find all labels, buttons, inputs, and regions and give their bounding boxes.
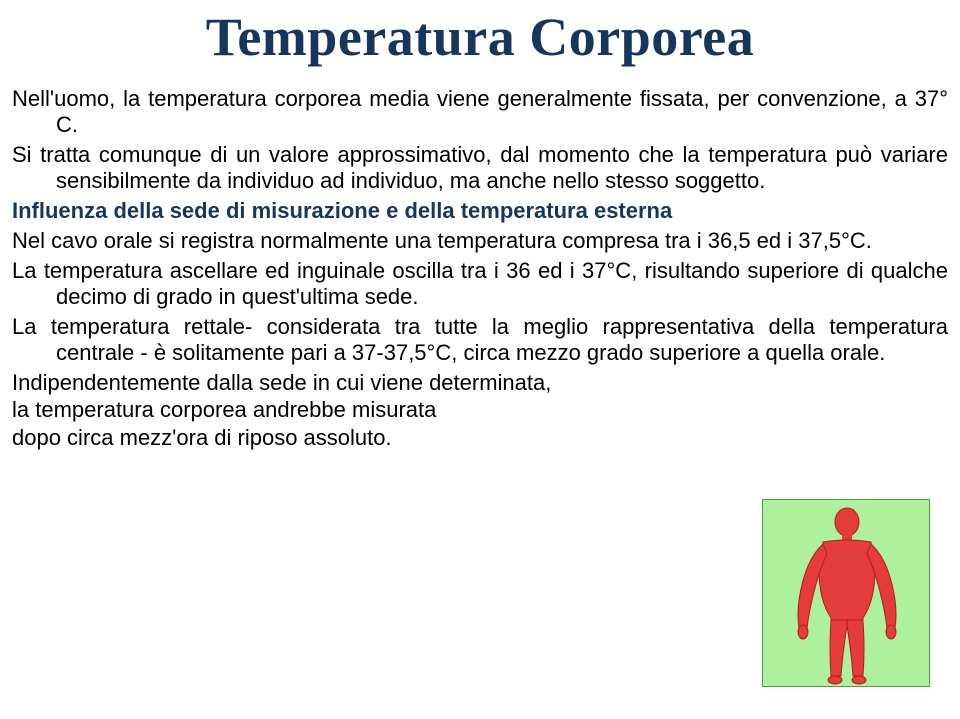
page-title: Temperatura Corporea (0, 6, 960, 68)
paragraph-intro-1: Nell'uomo, la temperatura corporea media… (12, 86, 948, 138)
paragraph-closing-2: la temperatura corporea andrebbe misurat… (12, 397, 692, 423)
paragraph-oral: Nel cavo orale si registra normalmente u… (12, 228, 948, 254)
closing-block: Indipendentemente dalla sede in cui vien… (12, 370, 692, 452)
anatomy-figure (762, 499, 930, 687)
body-text-block: Nell'uomo, la temperatura corporea media… (0, 86, 960, 451)
paragraph-rectal: La temperatura rettale- considerata tra … (12, 314, 948, 366)
paragraph-closing-1: Indipendentemente dalla sede in cui vien… (12, 370, 692, 396)
sub-heading: Influenza della sede di misurazione e de… (12, 198, 948, 224)
slide: Temperatura Corporea Nell'uomo, la tempe… (0, 6, 960, 719)
paragraph-closing-3: dopo circa mezz'ora di riposo assoluto. (12, 425, 692, 451)
paragraph-intro-2: Si tratta comunque di un valore approssi… (12, 142, 948, 194)
human-body-icon (763, 500, 930, 687)
paragraph-axillary: La temperatura ascellare ed inguinale os… (12, 258, 948, 310)
